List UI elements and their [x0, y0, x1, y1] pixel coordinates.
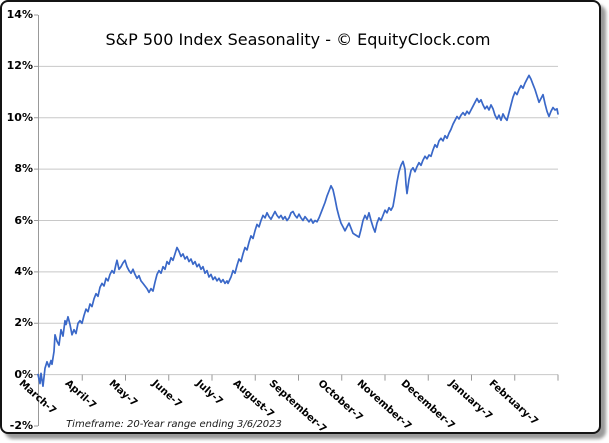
y-axis-label: 12%	[6, 59, 33, 73]
y-axis-label: 14%	[6, 8, 33, 21]
y-axis-label: 0%	[14, 367, 33, 381]
y-axis-label: 10%	[6, 110, 33, 124]
y-axis-label: 2%	[14, 316, 33, 330]
y-axis-label: -2%	[9, 419, 33, 432]
chart-frame: S&P 500 Index Seasonality - © EquityCloc…	[0, 0, 601, 435]
seasonality-line-chart	[34, 14, 559, 427]
y-axis-label: 8%	[14, 162, 33, 176]
seasonality-series-line	[37, 74, 559, 388]
timeframe-footnote: Timeframe: 20-Year range ending 3/6/2023	[66, 419, 282, 430]
y-axis-label: 6%	[14, 213, 33, 227]
y-axis-label: 4%	[14, 264, 33, 278]
chart-title: S&P 500 Index Seasonality - © EquityCloc…	[105, 30, 491, 49]
